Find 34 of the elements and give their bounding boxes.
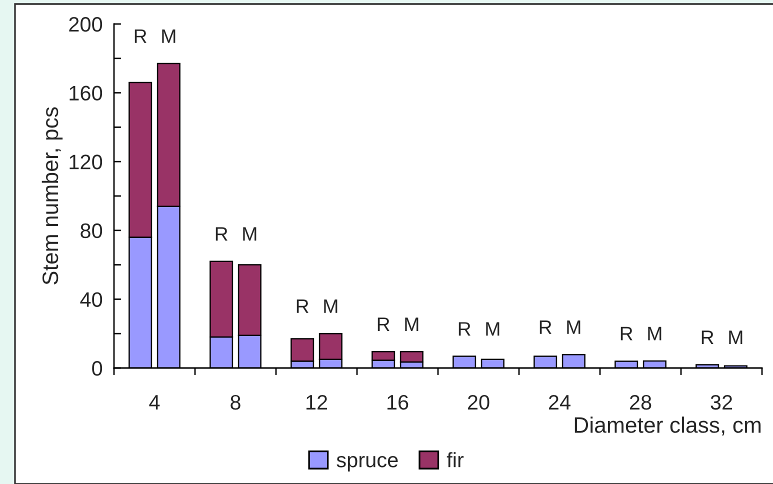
x-tick-label: 8 (230, 394, 240, 410)
annotation: R (458, 322, 470, 336)
x-axis-title: Diameter class, cm (574, 416, 761, 436)
annotation: M (162, 29, 176, 43)
annotation: M (648, 326, 662, 340)
annotation: M (324, 300, 338, 313)
x-tick-label: 4 (149, 395, 160, 410)
annotation: R (540, 320, 552, 334)
x-tick-label: 32 (710, 394, 732, 410)
y-axis-title: Stem number, pcs (42, 107, 63, 285)
legend-label: spruce (336, 456, 398, 472)
x-tick-label: 24 (548, 394, 570, 410)
y-tick-label: 200 (69, 17, 102, 32)
y-tick-label: 160 (70, 86, 102, 101)
x-tick-label: 20 (468, 394, 490, 410)
annotation: R (702, 330, 714, 344)
y-tick-label: 120 (70, 154, 102, 170)
y-tick-label: 0 (92, 361, 102, 376)
annotation: M (729, 330, 742, 344)
annotation: M (243, 227, 256, 241)
legend-label: fir (446, 452, 464, 468)
y-tick-label: 80 (80, 223, 102, 238)
y-tick-label: 40 (80, 292, 102, 307)
annotation: R (620, 326, 632, 340)
annotation: R (378, 318, 390, 331)
annotation: R (296, 300, 308, 313)
x-tick-label: 16 (388, 394, 408, 410)
annotation: M (567, 320, 580, 334)
annotation: M (405, 318, 418, 331)
x-tick-label: 12 (306, 394, 328, 410)
annotation: M (486, 322, 500, 336)
annotation: R (216, 227, 228, 241)
annotation: R (134, 29, 146, 43)
x-tick-label: 28 (630, 394, 652, 410)
